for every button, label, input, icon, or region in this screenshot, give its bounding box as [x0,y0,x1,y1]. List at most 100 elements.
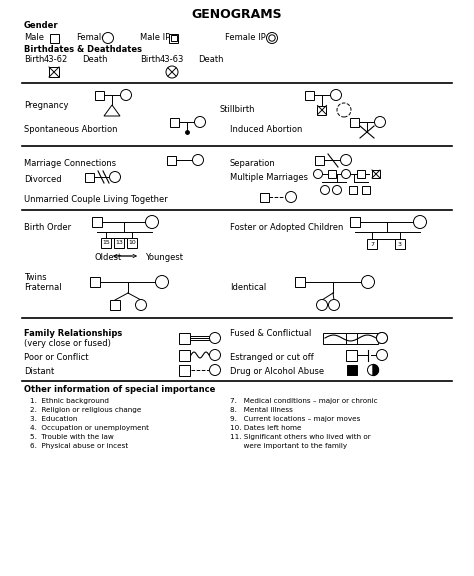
Text: Oldest: Oldest [95,253,122,263]
Text: Twins: Twins [24,274,46,282]
Text: Marriage Connections: Marriage Connections [24,158,116,168]
Text: Identical: Identical [230,283,266,293]
Bar [357,170,365,178]
Circle shape [102,32,113,44]
Circle shape [109,172,120,183]
Text: Multiple Marriages: Multiple Marriages [230,173,308,183]
Bar [362,186,370,194]
Bar [180,365,191,376]
Text: 7: 7 [370,241,374,247]
Circle shape [330,89,341,100]
Text: 7.   Medical conditions – major or chronic: 7. Medical conditions – major or chronic [230,398,378,404]
Text: Male IP: Male IP [140,33,170,43]
Bar [85,172,94,181]
Circle shape [210,332,220,343]
Bar [346,350,357,361]
Text: 4.  Occupation or unemployment: 4. Occupation or unemployment [30,425,149,431]
Text: 43-62: 43-62 [44,55,68,65]
Circle shape [136,300,146,310]
Text: Death: Death [198,55,224,65]
Text: Foster or Adopted Children: Foster or Adopted Children [230,223,343,233]
Text: 10. Dates left home: 10. Dates left home [230,425,301,431]
Text: Stillbirth: Stillbirth [220,105,255,115]
Circle shape [340,154,352,165]
Text: Pregnancy: Pregnancy [24,100,69,109]
Text: Induced Abortion: Induced Abortion [230,126,302,135]
Wedge shape [373,365,379,376]
Text: were important to the family: were important to the family [230,443,347,449]
Text: Male: Male [24,33,44,43]
Bar [346,332,357,343]
Circle shape [374,116,385,127]
Circle shape [362,275,374,289]
Text: (very close or fused): (very close or fused) [24,339,111,347]
Text: Poor or Conflict: Poor or Conflict [24,354,89,362]
Text: Female: Female [76,33,107,43]
Text: Separation: Separation [230,158,276,168]
Bar [167,156,176,165]
Text: Spontaneous Abortion: Spontaneous Abortion [24,126,118,135]
Circle shape [413,215,427,229]
Bar [349,186,357,194]
Bar [328,170,336,178]
Text: Birthdates & Deathdates: Birthdates & Deathdates [24,46,142,55]
Circle shape [285,191,297,203]
Bar [306,90,315,100]
Circle shape [210,365,220,376]
Text: Death: Death [82,55,108,65]
Bar [180,332,191,343]
Bar [372,170,380,178]
Circle shape [266,32,277,44]
Bar [318,105,327,115]
Text: Distant: Distant [24,367,54,377]
Bar [261,192,270,202]
Text: 3.  Education: 3. Education [30,416,77,422]
Text: 9.   Current locations – major moves: 9. Current locations – major moves [230,416,360,422]
Bar [95,90,104,100]
Text: 8.   Mental illness: 8. Mental illness [230,407,293,413]
Bar [92,217,102,227]
Bar [323,332,378,343]
Text: Fraternal: Fraternal [24,283,62,293]
Bar [114,238,124,248]
Circle shape [210,350,220,361]
Text: Birth: Birth [140,55,160,65]
Bar [171,118,180,127]
Text: 15: 15 [102,241,110,245]
Circle shape [146,215,158,229]
Text: 43-63: 43-63 [160,55,184,65]
Bar [350,217,360,227]
Bar [90,277,100,287]
Circle shape [341,169,350,179]
Bar [180,350,191,361]
Text: 3: 3 [398,241,402,247]
Circle shape [332,185,341,195]
Text: 5.  Trouble with the law: 5. Trouble with the law [30,434,114,440]
Circle shape [155,275,168,289]
Bar [395,239,405,249]
Text: Divorced: Divorced [24,176,62,184]
Text: 1.  Ethnic background: 1. Ethnic background [30,398,109,404]
Text: Other information of special importance: Other information of special importance [24,385,215,395]
Circle shape [320,185,329,195]
Text: Gender: Gender [24,21,59,31]
Text: Birth: Birth [24,55,45,65]
Circle shape [192,154,203,165]
Text: Drug or Alcohol Abuse: Drug or Alcohol Abuse [230,367,324,377]
Bar [110,300,120,310]
Bar [295,277,305,287]
Text: 10: 10 [128,241,136,245]
Bar [49,67,59,77]
Text: Fused & Conflictual: Fused & Conflictual [230,328,311,338]
Bar [316,156,325,165]
Bar [367,239,377,249]
Bar [127,238,137,248]
Circle shape [367,365,379,376]
Bar [350,118,359,127]
Circle shape [313,169,322,179]
Circle shape [194,116,206,127]
Text: 6.  Physical abuse or incest: 6. Physical abuse or incest [30,443,128,449]
Text: Family Relationships: Family Relationships [24,328,122,338]
Circle shape [376,350,388,361]
Circle shape [120,89,131,100]
